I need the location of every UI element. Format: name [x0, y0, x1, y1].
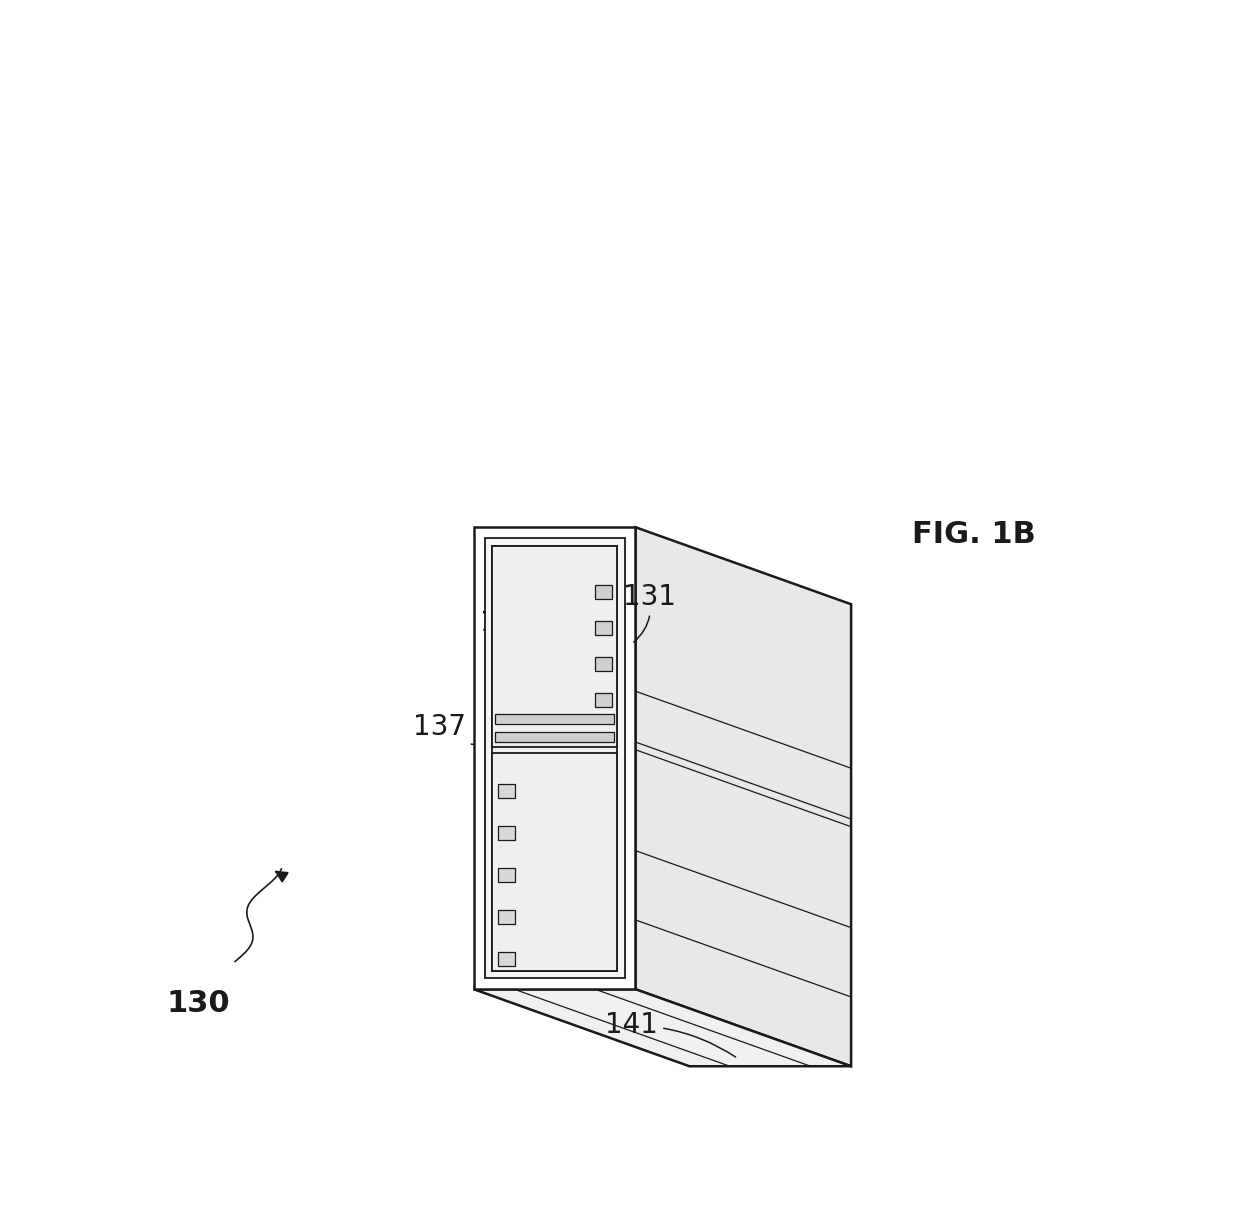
Text: 133: 133	[527, 637, 579, 717]
Bar	[595, 585, 613, 599]
Polygon shape	[485, 538, 625, 978]
Polygon shape	[474, 989, 851, 1066]
Bar	[495, 731, 614, 742]
Bar	[595, 621, 613, 635]
Polygon shape	[492, 546, 618, 747]
Bar	[498, 911, 516, 924]
Bar	[498, 868, 516, 882]
Bar	[498, 784, 516, 798]
Text: 139: 139	[491, 888, 562, 917]
Bar	[498, 952, 516, 966]
Bar	[595, 658, 613, 671]
Text: 143: 143	[480, 609, 601, 701]
Bar	[595, 693, 613, 707]
Polygon shape	[474, 527, 635, 989]
Bar	[495, 714, 614, 724]
Polygon shape	[492, 546, 618, 971]
Text: 131: 131	[622, 582, 676, 642]
Bar	[498, 826, 516, 840]
Text: 137: 137	[413, 713, 474, 745]
Text: 133: 133	[505, 671, 558, 734]
Text: FIG. 1B: FIG. 1B	[913, 520, 1037, 549]
Text: 130: 130	[166, 989, 229, 1018]
Polygon shape	[635, 527, 851, 1066]
Text: 135: 135	[557, 696, 616, 735]
Text: 141: 141	[605, 1011, 735, 1057]
Polygon shape	[492, 753, 618, 971]
